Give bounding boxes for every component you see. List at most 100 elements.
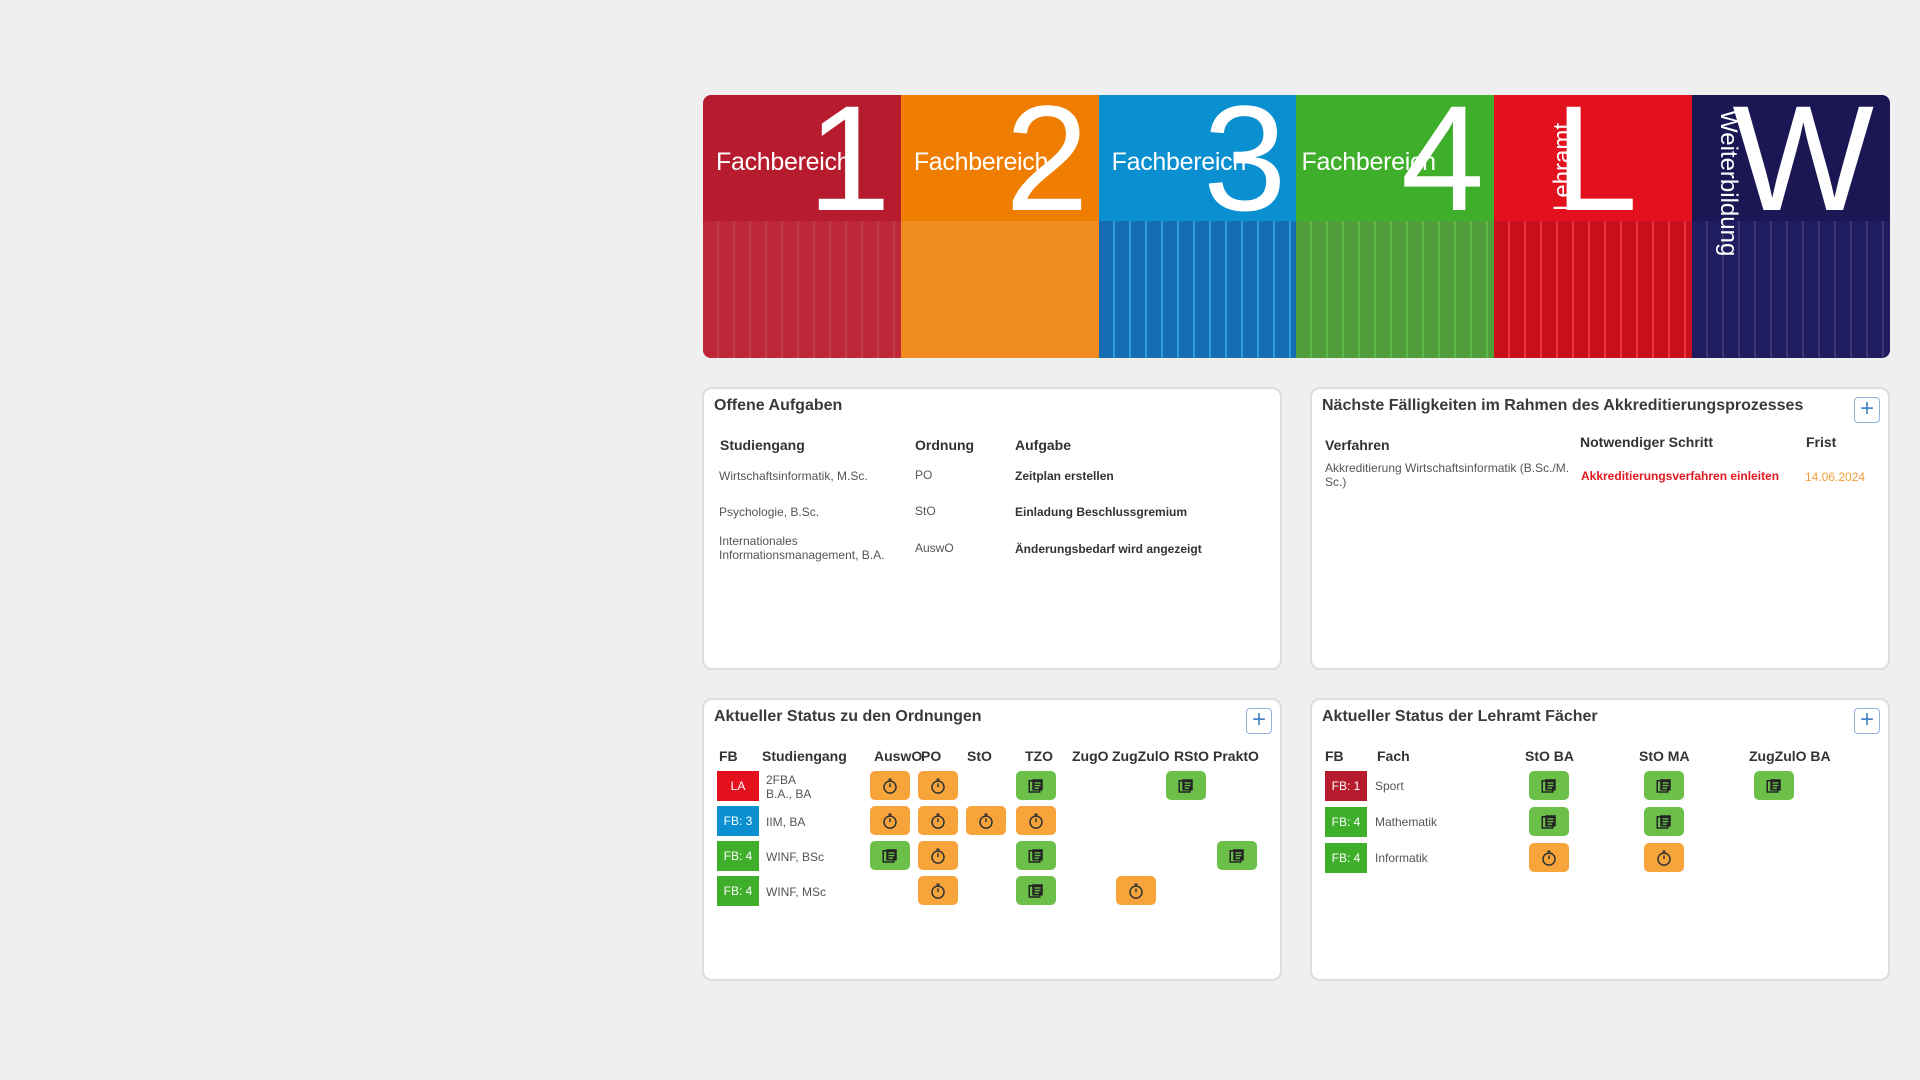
- header-program: Studiengang: [762, 748, 847, 764]
- tile-number: 3: [1203, 95, 1287, 242]
- program-name[interactable]: IIM, BA: [766, 815, 806, 829]
- tile-fachbereich-4[interactable]: Fachbereich 4: [1296, 95, 1495, 358]
- teaching-subjects-status-card: Aktueller Status der Lehramt Fächer + FB…: [1310, 698, 1890, 981]
- document-icon[interactable]: [1166, 771, 1206, 800]
- document-icon[interactable]: [1529, 771, 1569, 800]
- deadlines-card: Nächste Fälligkeiten im Rahmen des Akkre…: [1310, 387, 1890, 670]
- deadline-procedure[interactable]: Akkreditierung Wirtschaftsinformatik (B.…: [1325, 461, 1570, 489]
- faculty-banner: Fachbereich 1 Fachbereich 2 Fachbereich …: [703, 95, 1890, 358]
- card-title: Nächste Fälligkeiten im Rahmen des Akkre…: [1322, 397, 1804, 414]
- stopwatch-icon[interactable]: [1644, 843, 1684, 872]
- header-task: Aufgabe: [1015, 437, 1071, 453]
- stopwatch-icon[interactable]: [870, 771, 910, 800]
- stopwatch-icon[interactable]: [966, 806, 1006, 835]
- header-program: Studiengang: [720, 437, 805, 453]
- add-button[interactable]: +: [1854, 397, 1880, 423]
- tile-weiterbildung[interactable]: Weiterbildung W: [1692, 95, 1890, 358]
- stopwatch-icon[interactable]: [918, 806, 958, 835]
- column-header-tzo: TZO: [1025, 748, 1053, 764]
- task-program[interactable]: Wirtschaftsinformatik, M.Sc.: [719, 469, 868, 483]
- document-icon[interactable]: [1644, 807, 1684, 836]
- stopwatch-icon[interactable]: [1116, 876, 1156, 905]
- task-order: PO: [915, 468, 933, 482]
- stopwatch-icon[interactable]: [918, 841, 958, 870]
- document-icon[interactable]: [1754, 771, 1794, 800]
- column-header-prakto: PraktO: [1213, 748, 1259, 764]
- tile-word: Fachbereich: [1301, 148, 1436, 176]
- add-button[interactable]: +: [1854, 708, 1880, 734]
- header-order: Ordnung: [915, 437, 975, 453]
- tile-word: Fachbereich: [913, 148, 1049, 176]
- document-icon[interactable]: [870, 841, 910, 870]
- document-icon[interactable]: [1016, 771, 1056, 800]
- tile-letter: W: [1732, 95, 1874, 242]
- task-name[interactable]: Änderungsbedarf wird angezeigt: [1015, 542, 1202, 556]
- tile-word: Fachbereich: [716, 148, 851, 176]
- task-program[interactable]: Internationales Informationsmanagement, …: [719, 534, 885, 562]
- subject-name[interactable]: Sport: [1375, 779, 1404, 793]
- program-name[interactable]: WINF, BSc: [766, 850, 825, 864]
- tile-number: 1: [807, 95, 891, 242]
- faculty-badge: FB: 4: [1325, 807, 1367, 837]
- task-name[interactable]: Zeitplan erstellen: [1015, 469, 1114, 483]
- task-order: AuswO: [915, 541, 954, 555]
- faculty-badge: FB: 4: [1325, 843, 1367, 873]
- card-title: Aktueller Status zu den Ordnungen: [714, 708, 982, 725]
- column-header-zugzulo: ZugZulO: [1112, 748, 1170, 764]
- document-icon[interactable]: [1016, 876, 1056, 905]
- document-icon[interactable]: [1217, 841, 1257, 870]
- program-name[interactable]: WINF, MSc: [766, 885, 826, 899]
- open-tasks-card: Offene Aufgaben Studiengang Ordnung Aufg…: [702, 387, 1282, 670]
- building-photo: [1296, 221, 1495, 358]
- document-icon[interactable]: [1016, 841, 1056, 870]
- building-photo: [703, 221, 901, 358]
- tile-number: 4: [1400, 95, 1485, 242]
- stopwatch-icon[interactable]: [870, 806, 910, 835]
- tile-lehramt[interactable]: Lehramt L: [1494, 95, 1693, 358]
- stopwatch-icon[interactable]: [918, 876, 958, 905]
- tile-number: 2: [1005, 95, 1089, 242]
- column-header-po: PO: [921, 748, 942, 764]
- tile-letter: L: [1554, 95, 1638, 242]
- column-header-auswo: AuswO: [874, 748, 923, 764]
- task-program[interactable]: Psychologie, B.Sc.: [719, 505, 820, 519]
- document-icon[interactable]: [1529, 807, 1569, 836]
- tile-fachbereich-1[interactable]: Fachbereich 1: [703, 95, 901, 358]
- tile-fachbereich-2[interactable]: Fachbereich 2: [900, 95, 1099, 358]
- card-title: Offene Aufgaben: [714, 397, 843, 414]
- add-button[interactable]: +: [1246, 708, 1272, 734]
- people-photo: [1692, 221, 1890, 358]
- column-header-sto-ma: StO MA: [1639, 748, 1690, 764]
- stopwatch-icon[interactable]: [1529, 843, 1569, 872]
- deadline-step[interactable]: Akkreditierungsverfahren einleiten: [1581, 469, 1780, 483]
- header-fb: FB: [1325, 748, 1344, 764]
- document-icon[interactable]: [1644, 771, 1684, 800]
- header-procedure: Verfahren: [1325, 437, 1390, 453]
- subject-name[interactable]: Informatik: [1375, 851, 1428, 865]
- card-title: Aktueller Status der Lehramt Fächer: [1322, 708, 1598, 725]
- building-photo: [1098, 221, 1297, 358]
- classroom-photo: [1494, 221, 1693, 358]
- task-order: StO: [915, 504, 936, 518]
- task-name[interactable]: Einladung Beschlussgremium: [1015, 505, 1188, 519]
- deadline-date: 14.06.2024: [1805, 470, 1866, 484]
- column-header-rsto: RStO: [1174, 748, 1209, 764]
- column-header-sto: StO: [967, 748, 992, 764]
- stopwatch-icon[interactable]: [918, 771, 958, 800]
- tile-fachbereich-3[interactable]: Fachbereich 3: [1098, 95, 1297, 358]
- column-header-sto-ba: StO BA: [1525, 748, 1574, 764]
- column-header-zugo: ZugO: [1072, 748, 1109, 764]
- header-fb: FB: [719, 748, 738, 764]
- tile-word: Fachbereich: [1111, 148, 1247, 176]
- faculty-badge: FB: 3: [717, 806, 759, 836]
- stopwatch-icon[interactable]: [1016, 806, 1056, 835]
- subject-name[interactable]: Mathematik: [1375, 815, 1438, 829]
- header-due: Frist: [1806, 434, 1837, 450]
- faculty-badge: FB: 4: [717, 841, 759, 871]
- building-photo: [900, 221, 1099, 358]
- header-step: Notwendiger Schritt: [1580, 434, 1714, 450]
- program-degree: B.A., BA: [766, 787, 812, 801]
- faculty-badge: FB: 4: [717, 876, 759, 906]
- regulations-status-card: Aktueller Status zu den Ordnungen + FB S…: [702, 698, 1282, 981]
- program-name[interactable]: 2FBA: [766, 773, 797, 787]
